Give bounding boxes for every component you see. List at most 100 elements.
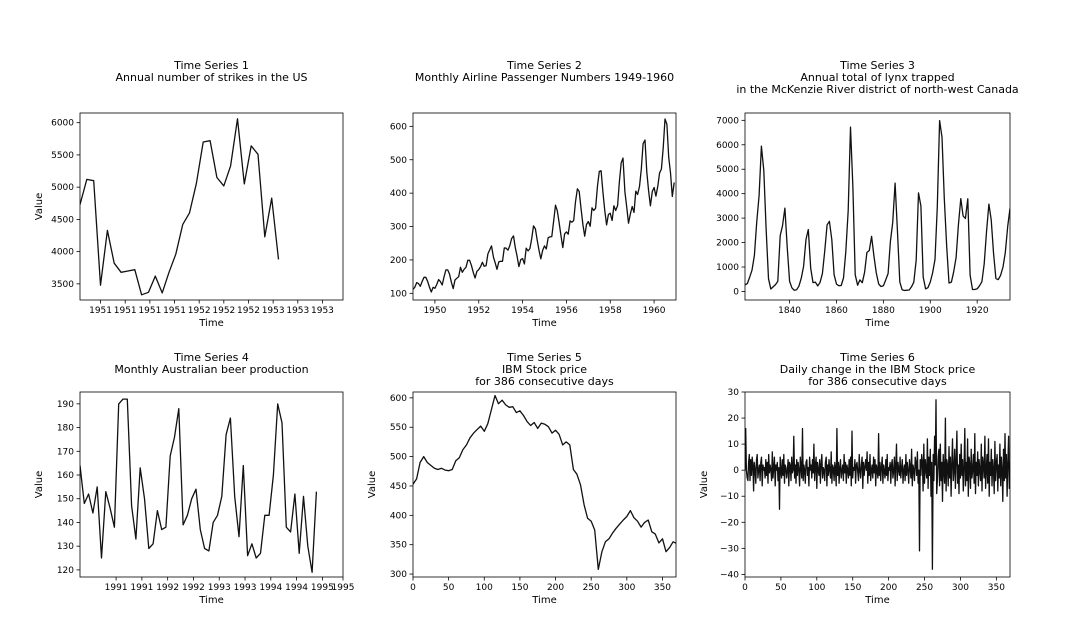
x-tick-label: 1920 xyxy=(966,306,989,316)
y-tick-label: 600 xyxy=(390,394,407,404)
y-tick-label: 0 xyxy=(733,466,739,476)
y-tick-label: 120 xyxy=(57,566,74,576)
series-line xyxy=(745,399,1010,570)
x-tick-label: 1953 xyxy=(262,306,285,316)
y-tick-label: 6000 xyxy=(716,141,739,151)
x-tick-label: 1995 xyxy=(311,583,334,593)
x-axis-label: Time xyxy=(198,318,223,329)
y-tick-label: 200 xyxy=(390,256,407,266)
series-line xyxy=(413,394,676,571)
x-tick-label: 1960 xyxy=(643,306,666,316)
y-tick-label: 160 xyxy=(57,471,74,481)
x-tick-label: 1991 xyxy=(130,583,153,593)
y-tick-label: 170 xyxy=(57,447,74,457)
x-tick-label: 1995 xyxy=(332,583,355,593)
y-tick-label: 350 xyxy=(390,541,407,551)
chart-title-line: Monthly Australian beer production xyxy=(114,363,308,376)
y-tick-label: 7000 xyxy=(716,116,739,126)
y-tick-label: 190 xyxy=(57,400,74,410)
y-tick-label: 4000 xyxy=(716,190,739,200)
chart-title-line: Annual total of lynx trapped xyxy=(800,71,954,84)
plot-frame xyxy=(412,391,677,578)
x-tick-label: 1992 xyxy=(182,583,205,593)
x-tick-label: 250 xyxy=(916,583,933,593)
plot-frame xyxy=(79,112,344,301)
x-tick-label: 100 xyxy=(476,583,493,593)
y-tick-label: 3500 xyxy=(51,280,74,290)
x-tick-label: 250 xyxy=(583,583,600,593)
x-tick-label: 0 xyxy=(410,583,416,593)
y-tick-label: 10 xyxy=(728,440,740,450)
x-tick-label: 300 xyxy=(952,583,969,593)
x-axis-label: Time xyxy=(864,318,889,329)
x-tick-label: 1994 xyxy=(285,583,308,593)
series-line xyxy=(80,118,280,296)
x-tick-label: 200 xyxy=(547,583,564,593)
chart-title-line: Time Series 6 xyxy=(839,351,915,364)
y-tick-label: 100 xyxy=(390,289,407,299)
x-tick-label: 1840 xyxy=(778,306,801,316)
plot-frame xyxy=(412,112,677,301)
x-tick-label: 100 xyxy=(808,583,825,593)
chart-title-line: Monthly Airline Passenger Numbers 1949-1… xyxy=(415,71,674,84)
x-tick-label: 350 xyxy=(988,583,1005,593)
y-tick-label: 3000 xyxy=(716,214,739,224)
chart-title-line: IBM Stock price xyxy=(502,363,587,376)
plot-frame xyxy=(744,112,1011,301)
x-tick-label: 1953 xyxy=(311,306,334,316)
x-tick-label: 1993 xyxy=(234,583,257,593)
x-axis-label: Time xyxy=(531,318,556,329)
x-tick-label: 1951 xyxy=(163,306,186,316)
y-tick-label: 130 xyxy=(57,542,74,552)
x-tick-label: 1951 xyxy=(138,306,161,316)
y-tick-label: 30 xyxy=(728,388,740,398)
x-axis-label: Time xyxy=(198,595,223,606)
y-tick-label: −40 xyxy=(720,570,739,580)
y-axis-label: Value xyxy=(699,471,710,498)
x-tick-label: 1953 xyxy=(286,306,309,316)
x-tick-label: 1952 xyxy=(212,306,235,316)
y-tick-label: 5000 xyxy=(716,165,739,175)
x-tick-label: 1991 xyxy=(105,583,128,593)
y-tick-label: 400 xyxy=(390,511,407,521)
x-tick-label: 1952 xyxy=(467,306,490,316)
chart-title-line: Time Series 4 xyxy=(173,351,249,364)
y-tick-label: 6000 xyxy=(51,119,74,129)
chart-title-line: for 386 consecutive days xyxy=(808,375,947,388)
y-tick-label: 400 xyxy=(390,189,407,199)
y-tick-label: 450 xyxy=(390,482,407,492)
y-tick-label: 4500 xyxy=(51,215,74,225)
y-tick-label: 140 xyxy=(57,518,74,528)
chart-title-line: for 386 consecutive days xyxy=(475,375,614,388)
y-tick-label: 300 xyxy=(390,570,407,580)
x-tick-label: 300 xyxy=(618,583,635,593)
series-line xyxy=(80,398,318,573)
x-axis-label: Time xyxy=(531,595,556,606)
chart-title-line: Time Series 3 xyxy=(839,59,915,72)
y-tick-label: 20 xyxy=(728,414,740,424)
y-axis-label: Value xyxy=(34,471,45,498)
y-tick-label: −10 xyxy=(720,492,739,502)
chart-title-line: in the McKenzie River district of north-… xyxy=(736,83,1018,96)
y-tick-label: 500 xyxy=(390,156,407,166)
y-tick-label: −20 xyxy=(720,518,739,528)
y-tick-label: −30 xyxy=(720,544,739,554)
y-tick-label: 0 xyxy=(733,287,739,297)
chart-title-line: Annual number of strikes in the US xyxy=(116,71,308,84)
x-tick-label: 350 xyxy=(654,583,671,593)
x-tick-label: 1880 xyxy=(872,306,895,316)
series-line xyxy=(413,118,675,293)
x-tick-label: 1950 xyxy=(423,306,446,316)
y-tick-label: 600 xyxy=(390,122,407,132)
y-axis-label: Value xyxy=(34,193,45,220)
plot-frame xyxy=(79,391,344,578)
y-tick-label: 5000 xyxy=(51,183,74,193)
x-tick-label: 150 xyxy=(844,583,861,593)
x-tick-label: 1994 xyxy=(259,583,282,593)
